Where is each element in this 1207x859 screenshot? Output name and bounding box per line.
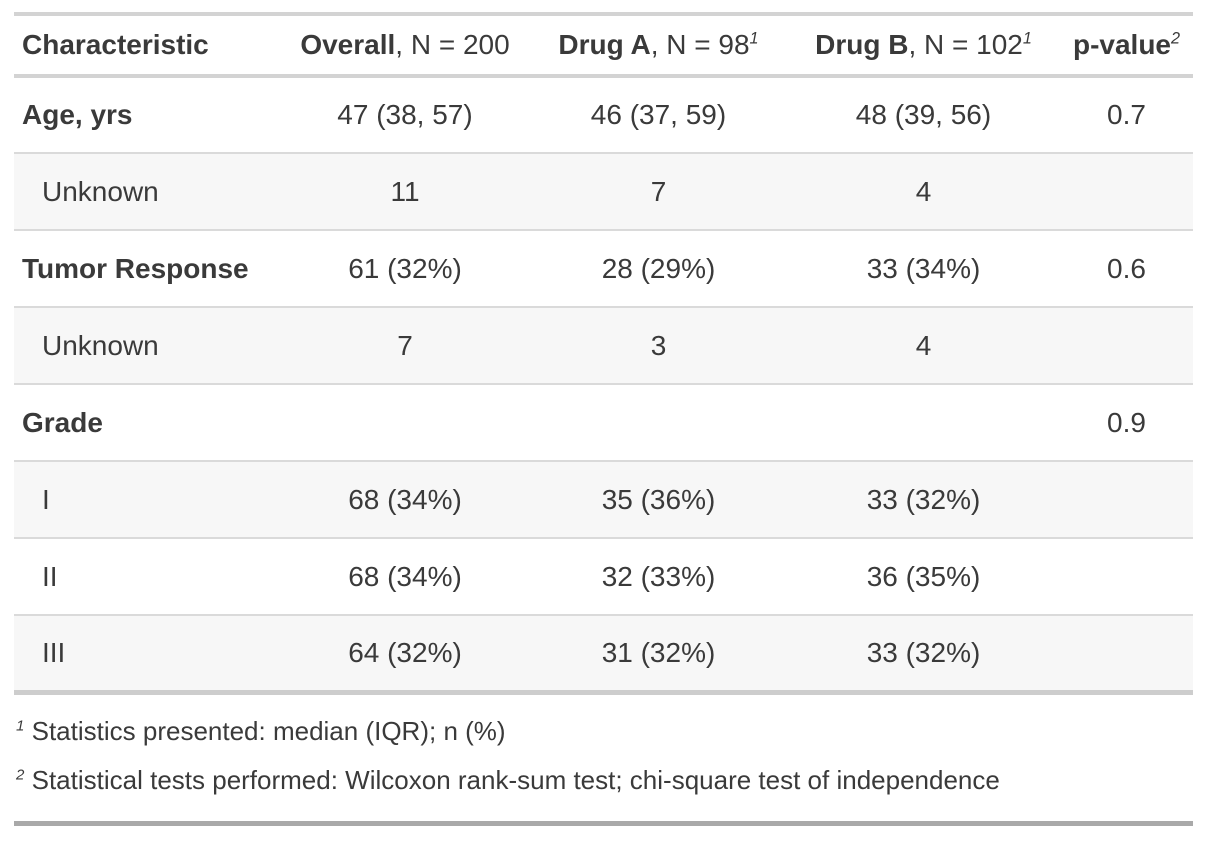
- characteristics-table: Characteristic Overall, N = 200 Drug A, N …: [14, 12, 1193, 695]
- table-row: Unknown 7 3 4: [14, 307, 1193, 384]
- row-label: Age, yrs: [22, 99, 133, 130]
- row-label: Tumor Response: [22, 252, 249, 284]
- cell-value: 7: [650, 175, 667, 207]
- cell-value: [1060, 307, 1193, 384]
- column-header-label: p-value: [1072, 29, 1171, 60]
- cell-value: 47 (38, 57): [337, 99, 473, 130]
- cell-value: 33 (34%): [866, 252, 981, 284]
- cell-value: 33 (32%): [866, 636, 981, 668]
- table-body: Age, yrs 47 (38, 57) 46 (37, 59) 48 (39, 56…: [14, 76, 1193, 692]
- cell-value: 33 (32%): [866, 483, 981, 515]
- column-header-overall: Overall, N = 200: [300, 29, 510, 60]
- column-header-drug-a: Drug A, N = 981: [558, 29, 759, 60]
- table-row: Age, yrs 47 (38, 57) 46 (37, 59) 48 (39, 56…: [14, 76, 1193, 153]
- cell-value: 36 (35%): [866, 560, 981, 592]
- table-row: Grade 0.9: [14, 384, 1193, 461]
- cell-value: 28 (29%): [601, 252, 716, 284]
- table-row: II 68 (34%) 32 (33%) 36 (35%): [14, 538, 1193, 615]
- cell-value: 68 (34%): [348, 560, 462, 592]
- cell-value: [1060, 615, 1193, 692]
- cell-value: 32 (33%): [601, 560, 716, 592]
- table-row: Tumor Response 61 (32%) 28 (29%) 33 (34%) 0.…: [14, 230, 1193, 307]
- row-label: Unknown: [42, 329, 159, 361]
- footnote: 2 Statistical tests performed: Wilcoxon …: [16, 764, 1000, 795]
- cell-value: 4: [915, 329, 932, 361]
- column-header-label: Overall: [300, 29, 396, 60]
- column-header-drug-b: Drug B, N = 1021: [815, 29, 1032, 60]
- cell-value: [530, 384, 787, 461]
- cell-value: 11: [390, 175, 420, 207]
- column-header-label: Characteristic: [22, 29, 209, 60]
- column-header-p-value: p-value2: [1060, 14, 1193, 76]
- footnote-marker: 1: [1022, 29, 1032, 48]
- table-row: I 68 (34%) 35 (36%) 33 (32%): [14, 461, 1193, 538]
- footnote: 1 Statistics presented: median (IQR); n …: [16, 715, 506, 746]
- cell-value: 35 (36%): [601, 483, 716, 515]
- cell-value: 64 (32%): [348, 636, 462, 668]
- cell-value: [280, 384, 530, 461]
- cell-value: 0.9: [1107, 406, 1146, 438]
- cell-value: 7: [397, 329, 413, 361]
- footnotes: 1 Statistics presented: median (IQR); n …: [14, 695, 1193, 821]
- cell-value: 61 (32%): [348, 252, 462, 284]
- summary-table: Characteristic Overall, N = 200 Drug A, N …: [14, 12, 1193, 826]
- cell-value: [787, 384, 1060, 461]
- cell-value: 0.7: [1107, 99, 1146, 130]
- row-label: III: [42, 636, 66, 668]
- footnote-marker: 1: [16, 716, 25, 734]
- cell-value: 48 (39, 56): [855, 99, 992, 130]
- cell-value: 46 (37, 59): [590, 99, 727, 130]
- cell-value: 68 (34%): [348, 483, 462, 515]
- row-label: II: [42, 560, 58, 592]
- footnote-marker: 2: [1171, 29, 1181, 48]
- row-label: I: [42, 483, 50, 515]
- row-label: Unknown: [42, 175, 159, 207]
- cell-value: 4: [915, 175, 932, 207]
- column-header-label: Drug B: [815, 29, 909, 60]
- header-row: Characteristic Overall, N = 200 Drug A, N …: [14, 14, 1193, 76]
- cell-value: [1060, 153, 1193, 230]
- cell-value: 3: [650, 329, 667, 361]
- row-label: Grade: [22, 406, 103, 438]
- table-header: Characteristic Overall, N = 200 Drug A, N …: [14, 14, 1193, 76]
- footnote-marker: 2: [16, 765, 25, 783]
- cell-value: [1060, 538, 1193, 615]
- footnote-marker: 1: [749, 29, 759, 48]
- table-row: III 64 (32%) 31 (32%) 33 (32%): [14, 615, 1193, 692]
- cell-value: [1060, 461, 1193, 538]
- table-row: Unknown 11 7 4: [14, 153, 1193, 230]
- column-header-characteristic: Characteristic: [14, 14, 280, 76]
- cell-value: 0.6: [1107, 252, 1146, 284]
- cell-value: 31 (32%): [601, 636, 716, 668]
- column-header-label: Drug A: [558, 29, 651, 60]
